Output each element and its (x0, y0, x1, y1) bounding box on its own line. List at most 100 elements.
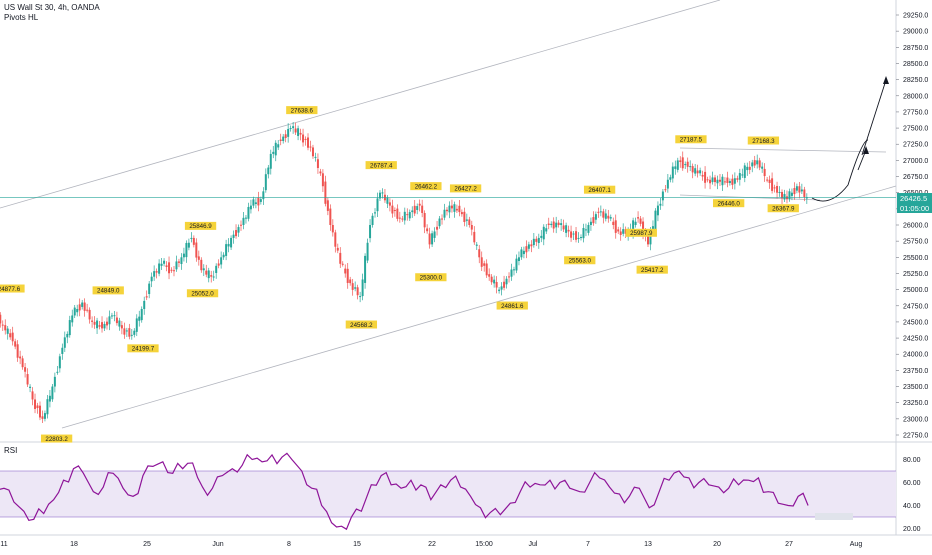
candle-body (413, 205, 416, 214)
candle-body (130, 334, 133, 336)
candle-body (498, 289, 501, 292)
candle-body (599, 211, 602, 213)
pivot-label: 26367.9 (772, 206, 795, 213)
candle-body (4, 325, 7, 331)
candle-body (403, 211, 406, 221)
candle-body (103, 323, 106, 329)
candle-body (393, 210, 396, 212)
pivot-badge (365, 161, 397, 170)
candle-body (326, 200, 329, 211)
candle-body (465, 219, 468, 221)
candle-body (212, 276, 215, 278)
candle-body (483, 263, 486, 266)
candle-body (222, 254, 225, 258)
candle-body (790, 192, 793, 196)
candle-body (215, 265, 218, 274)
candle-body (778, 191, 781, 193)
channel-upper-line[interactable] (0, 0, 721, 209)
candle-body (696, 170, 699, 174)
candle-body (659, 203, 662, 206)
candle-body (185, 242, 188, 258)
candle-body (93, 321, 96, 325)
candle-body (351, 283, 354, 290)
candle-body (200, 259, 203, 271)
resistance-line[interactable] (679, 147, 887, 153)
x-tick-label: 15 (353, 541, 361, 548)
candle-body (299, 132, 302, 135)
candle-body (468, 219, 471, 225)
candle-body (445, 209, 448, 212)
pivot-badge (636, 265, 668, 274)
countdown-text: 01:05:00 (900, 204, 929, 213)
candle-body (153, 271, 156, 277)
candle-body (61, 347, 64, 354)
candle-body (148, 283, 151, 295)
candle-body (768, 179, 771, 183)
candle-body (783, 194, 786, 200)
candle-body (587, 225, 590, 233)
candle-body (220, 257, 223, 265)
candle-body (547, 223, 550, 225)
last-price-text: 26426.5 (900, 194, 927, 203)
candle-body (436, 226, 439, 230)
projection-arrow-path[interactable] (811, 139, 869, 202)
candle-body (272, 151, 275, 154)
candle-body (475, 244, 478, 246)
pivot-badge (40, 434, 73, 443)
pivot-badge (184, 221, 217, 230)
candle-body (450, 205, 453, 209)
pivot-badge (186, 289, 219, 298)
candle-body (354, 287, 357, 289)
candle-body (699, 170, 702, 174)
pivot-badge (345, 320, 378, 329)
candle-body (108, 316, 111, 325)
candle-body (249, 205, 252, 210)
candle-body (766, 179, 769, 181)
pivot-label: 24849.0 (97, 288, 120, 295)
candle-body (227, 243, 230, 247)
pivot-badge (713, 199, 745, 208)
candle-body (195, 242, 198, 258)
candle-body (562, 225, 565, 230)
candle-body (150, 276, 153, 282)
candle-body (500, 286, 503, 290)
channel-lower-line[interactable] (61, 185, 897, 429)
candle-body (274, 142, 277, 156)
symbol-title: US Wall St 30, 4h, OANDA (4, 3, 100, 12)
candle-body (344, 268, 347, 274)
candle-body (418, 203, 421, 206)
y-tick-label: 26750.0 (903, 174, 928, 181)
candle-body (158, 263, 161, 274)
candle-body (406, 214, 409, 216)
x-tick-label: 15:00 (475, 541, 493, 548)
candle-body (336, 247, 339, 251)
candle-body (642, 221, 645, 235)
candle-body (557, 222, 560, 225)
candle-body (679, 160, 682, 162)
pivot-badge (496, 301, 528, 310)
candle-body (14, 341, 17, 347)
candle-body (96, 320, 99, 329)
arrowhead-long-icon (883, 76, 889, 84)
rsi-level-label: 60.00 (903, 480, 921, 487)
candle-body (86, 309, 89, 311)
candle-body (505, 278, 508, 285)
candle-body (733, 178, 736, 184)
candle-body (324, 181, 327, 204)
candle-body (632, 220, 635, 233)
candle-body (666, 179, 669, 189)
candle-body (311, 147, 314, 157)
y-tick-label: 25750.0 (903, 239, 928, 246)
pivot-badge (449, 184, 482, 193)
candle-body (297, 128, 300, 136)
candle-body (570, 231, 573, 238)
pivot-label: 26427.2 (454, 186, 477, 193)
y-tick-label: 27750.0 (903, 109, 928, 116)
projection-arrow-long[interactable] (861, 79, 887, 156)
y-tick-label: 24500.0 (903, 319, 928, 326)
y-tick-label: 28500.0 (903, 61, 928, 68)
candle-body (34, 399, 37, 409)
candle-body (105, 321, 108, 326)
